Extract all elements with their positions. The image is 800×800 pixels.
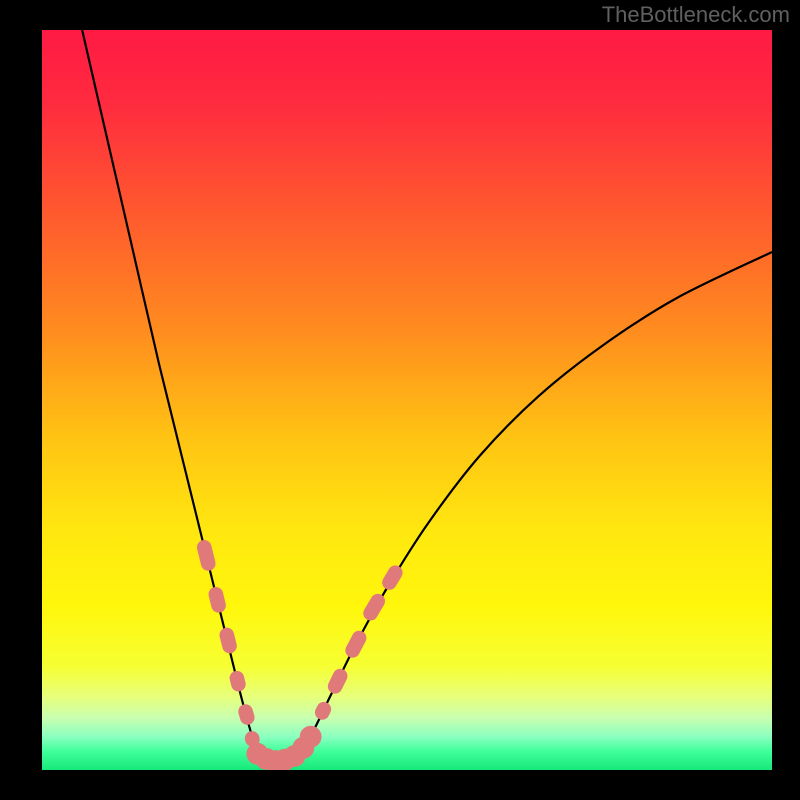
plot-background xyxy=(42,30,772,770)
chart-svg xyxy=(0,0,800,800)
chart-container: TheBottleneck.com xyxy=(0,0,800,800)
marker-bottom-dot xyxy=(300,726,322,748)
